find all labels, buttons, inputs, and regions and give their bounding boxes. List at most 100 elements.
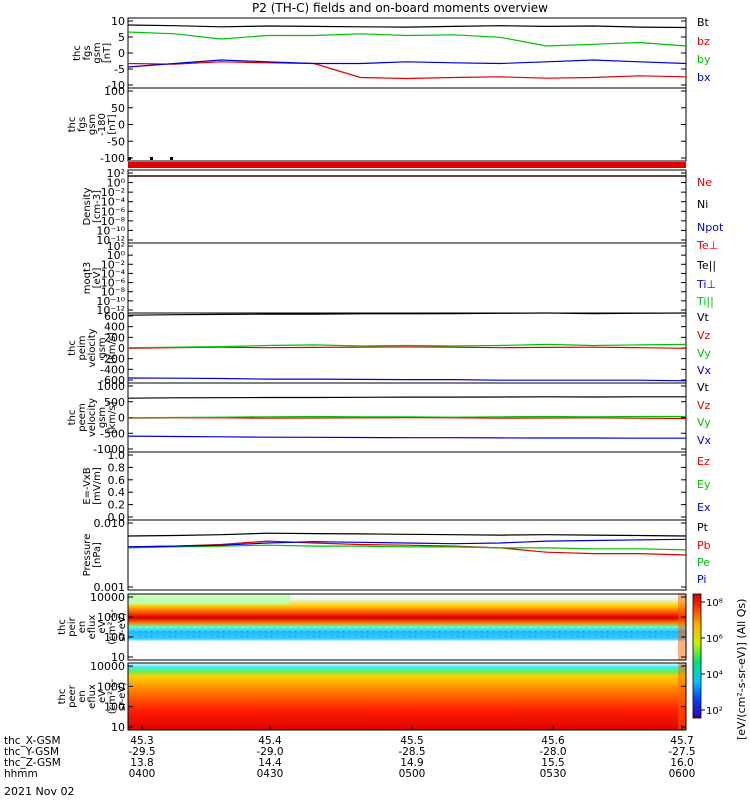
- y-tick-label: 0.4: [108, 486, 126, 499]
- y-tick-label: 100: [104, 701, 125, 714]
- y-tick-label: -1000: [93, 443, 125, 456]
- spectrogram-edge: [678, 663, 686, 730]
- y-tick-label: 10⁻²: [101, 258, 125, 271]
- y-tick-label: 10⁻⁶: [101, 205, 126, 218]
- panel-ylabel-line: thc: [67, 410, 78, 426]
- y-tick-label: 600: [104, 310, 125, 323]
- colorbar-label: [eV/(cm²-s-sr-eV)] (All Qs): [735, 599, 748, 740]
- date-label: 2021 Nov 02: [4, 785, 74, 798]
- y-tick-label: 10⁻¹⁰: [96, 224, 125, 237]
- legend-label: Ey: [697, 478, 711, 491]
- legend-label: Ez: [697, 455, 710, 468]
- panel-ylabel-line: thc: [72, 45, 83, 61]
- panel-7: 1.00.80.60.40.20.0 E=-VxB [mV/m] Ez Ey Ex: [82, 449, 711, 524]
- panel-ylabel-line: peir: [67, 616, 78, 636]
- legend-label: Te||: [696, 259, 716, 272]
- panel-ylabel-line: [cm-3]: [92, 190, 103, 223]
- x-tick-value: -28.0: [539, 746, 566, 758]
- panel-ylabel-line: sr-eV): [117, 612, 128, 641]
- y-tick-label: 1000: [97, 380, 125, 393]
- legend-label: Ti||: [696, 295, 714, 308]
- y-tick-label: 10⁻⁶: [101, 277, 126, 290]
- panel-ylabel-line: moqt3: [82, 262, 93, 295]
- legend-label: Te⊥: [696, 239, 718, 252]
- x-tick-value: 45.3: [130, 735, 153, 747]
- bz-offscale-band: [128, 162, 686, 168]
- x-tick-value: 45.6: [541, 735, 565, 747]
- legend-label: Ex: [697, 501, 711, 514]
- series-line: [127, 415, 686, 419]
- series-line: [127, 59, 687, 68]
- panel-ylabel-line: fgs: [82, 45, 93, 60]
- x-tick-value: 13.8: [130, 757, 153, 769]
- series-line: [127, 540, 687, 556]
- panel-ylabel-line: velocity: [87, 328, 98, 367]
- legend-label: Vz: [697, 329, 711, 342]
- colorbar-gradient: [692, 593, 702, 719]
- x-tick-value: -29.5: [128, 746, 155, 758]
- y-tick-label: 0: [118, 47, 125, 60]
- colorbar-tick-label: 10²: [706, 706, 723, 717]
- series-line: [127, 312, 687, 316]
- y-tick-label: 5: [118, 31, 125, 44]
- x-tick-value: 16.0: [670, 757, 693, 769]
- y-tick-label: -600: [100, 374, 125, 387]
- colorbar-tick-label: 10⁸: [706, 598, 723, 609]
- panel-frame: [127, 593, 687, 661]
- series-line: [127, 377, 687, 382]
- legend-label: Vz: [697, 399, 711, 412]
- x-tick-value: -28.5: [398, 746, 425, 758]
- y-tick-label: 10000: [90, 660, 125, 673]
- offscale-dot: [150, 157, 153, 160]
- series-line: [127, 538, 687, 548]
- colorbar: 10⁸ 10⁶ 10⁴ 10² [eV/(cm²-s-sr-eV)] (All Qs): [692, 593, 748, 740]
- panel-ylabel-line: eflux: [87, 615, 98, 640]
- panel-ylabel-line: en: [77, 621, 88, 634]
- legend-label: by: [697, 53, 711, 66]
- x-tick-value: 15.5: [541, 757, 564, 769]
- panel-ylabel-line: thc: [57, 689, 68, 705]
- panel-frame: [127, 312, 687, 384]
- panel-ylabel-line: [mV/m]: [92, 467, 103, 505]
- y-tick-label: -200: [100, 353, 125, 366]
- y-tick-label: 10⁻⁸: [101, 286, 126, 299]
- y-tick-label: -5: [114, 63, 125, 76]
- y-tick-label: 10⁻¹²: [96, 304, 125, 317]
- panel-ylabel-line: (cm²-s-: [107, 678, 118, 714]
- legend-label: Ni: [697, 198, 708, 211]
- legend-label: Bt: [697, 16, 710, 29]
- panel-frame: [127, 169, 687, 244]
- panel-ylabel-line: gsm: [87, 114, 98, 135]
- y-tick-label: 0.010: [94, 517, 126, 530]
- y-tick-label: -400: [100, 363, 125, 376]
- series-line: [127, 544, 687, 551]
- legend-label: Pb: [697, 539, 711, 552]
- y-tick-label: 1000: [97, 680, 125, 693]
- x-tick-value: 45.4: [258, 735, 282, 747]
- panel-ylabel-line: eflux: [87, 684, 98, 709]
- x-tick-value: 14.9: [400, 757, 423, 769]
- x-tick-value: 0500: [399, 768, 426, 780]
- panel-2: 100 50 0 -50 -100 thc fgs gsm -180 [nT]: [67, 85, 687, 168]
- legend-label: Ne: [697, 176, 712, 189]
- panel-ylabel-line: thc: [67, 117, 78, 133]
- legend-label: Vx: [697, 434, 712, 447]
- colorbar-tick-label: 10⁴: [706, 670, 723, 681]
- y-tick-label: 10⁻⁸: [101, 215, 126, 228]
- y-tick-label: 10²: [107, 240, 125, 253]
- panel-frame: [127, 451, 687, 521]
- legend-label: Npot: [697, 221, 724, 234]
- legend-label: Pe: [697, 556, 710, 569]
- panel-ylabel-line: Density: [82, 187, 93, 225]
- panel-ylabel-line: [nT]: [107, 114, 118, 134]
- y-tick-label: 0: [118, 342, 125, 355]
- y-tick-label: 10: [111, 721, 125, 734]
- y-tick-label: 100: [104, 631, 125, 644]
- offscale-dot: [170, 157, 173, 160]
